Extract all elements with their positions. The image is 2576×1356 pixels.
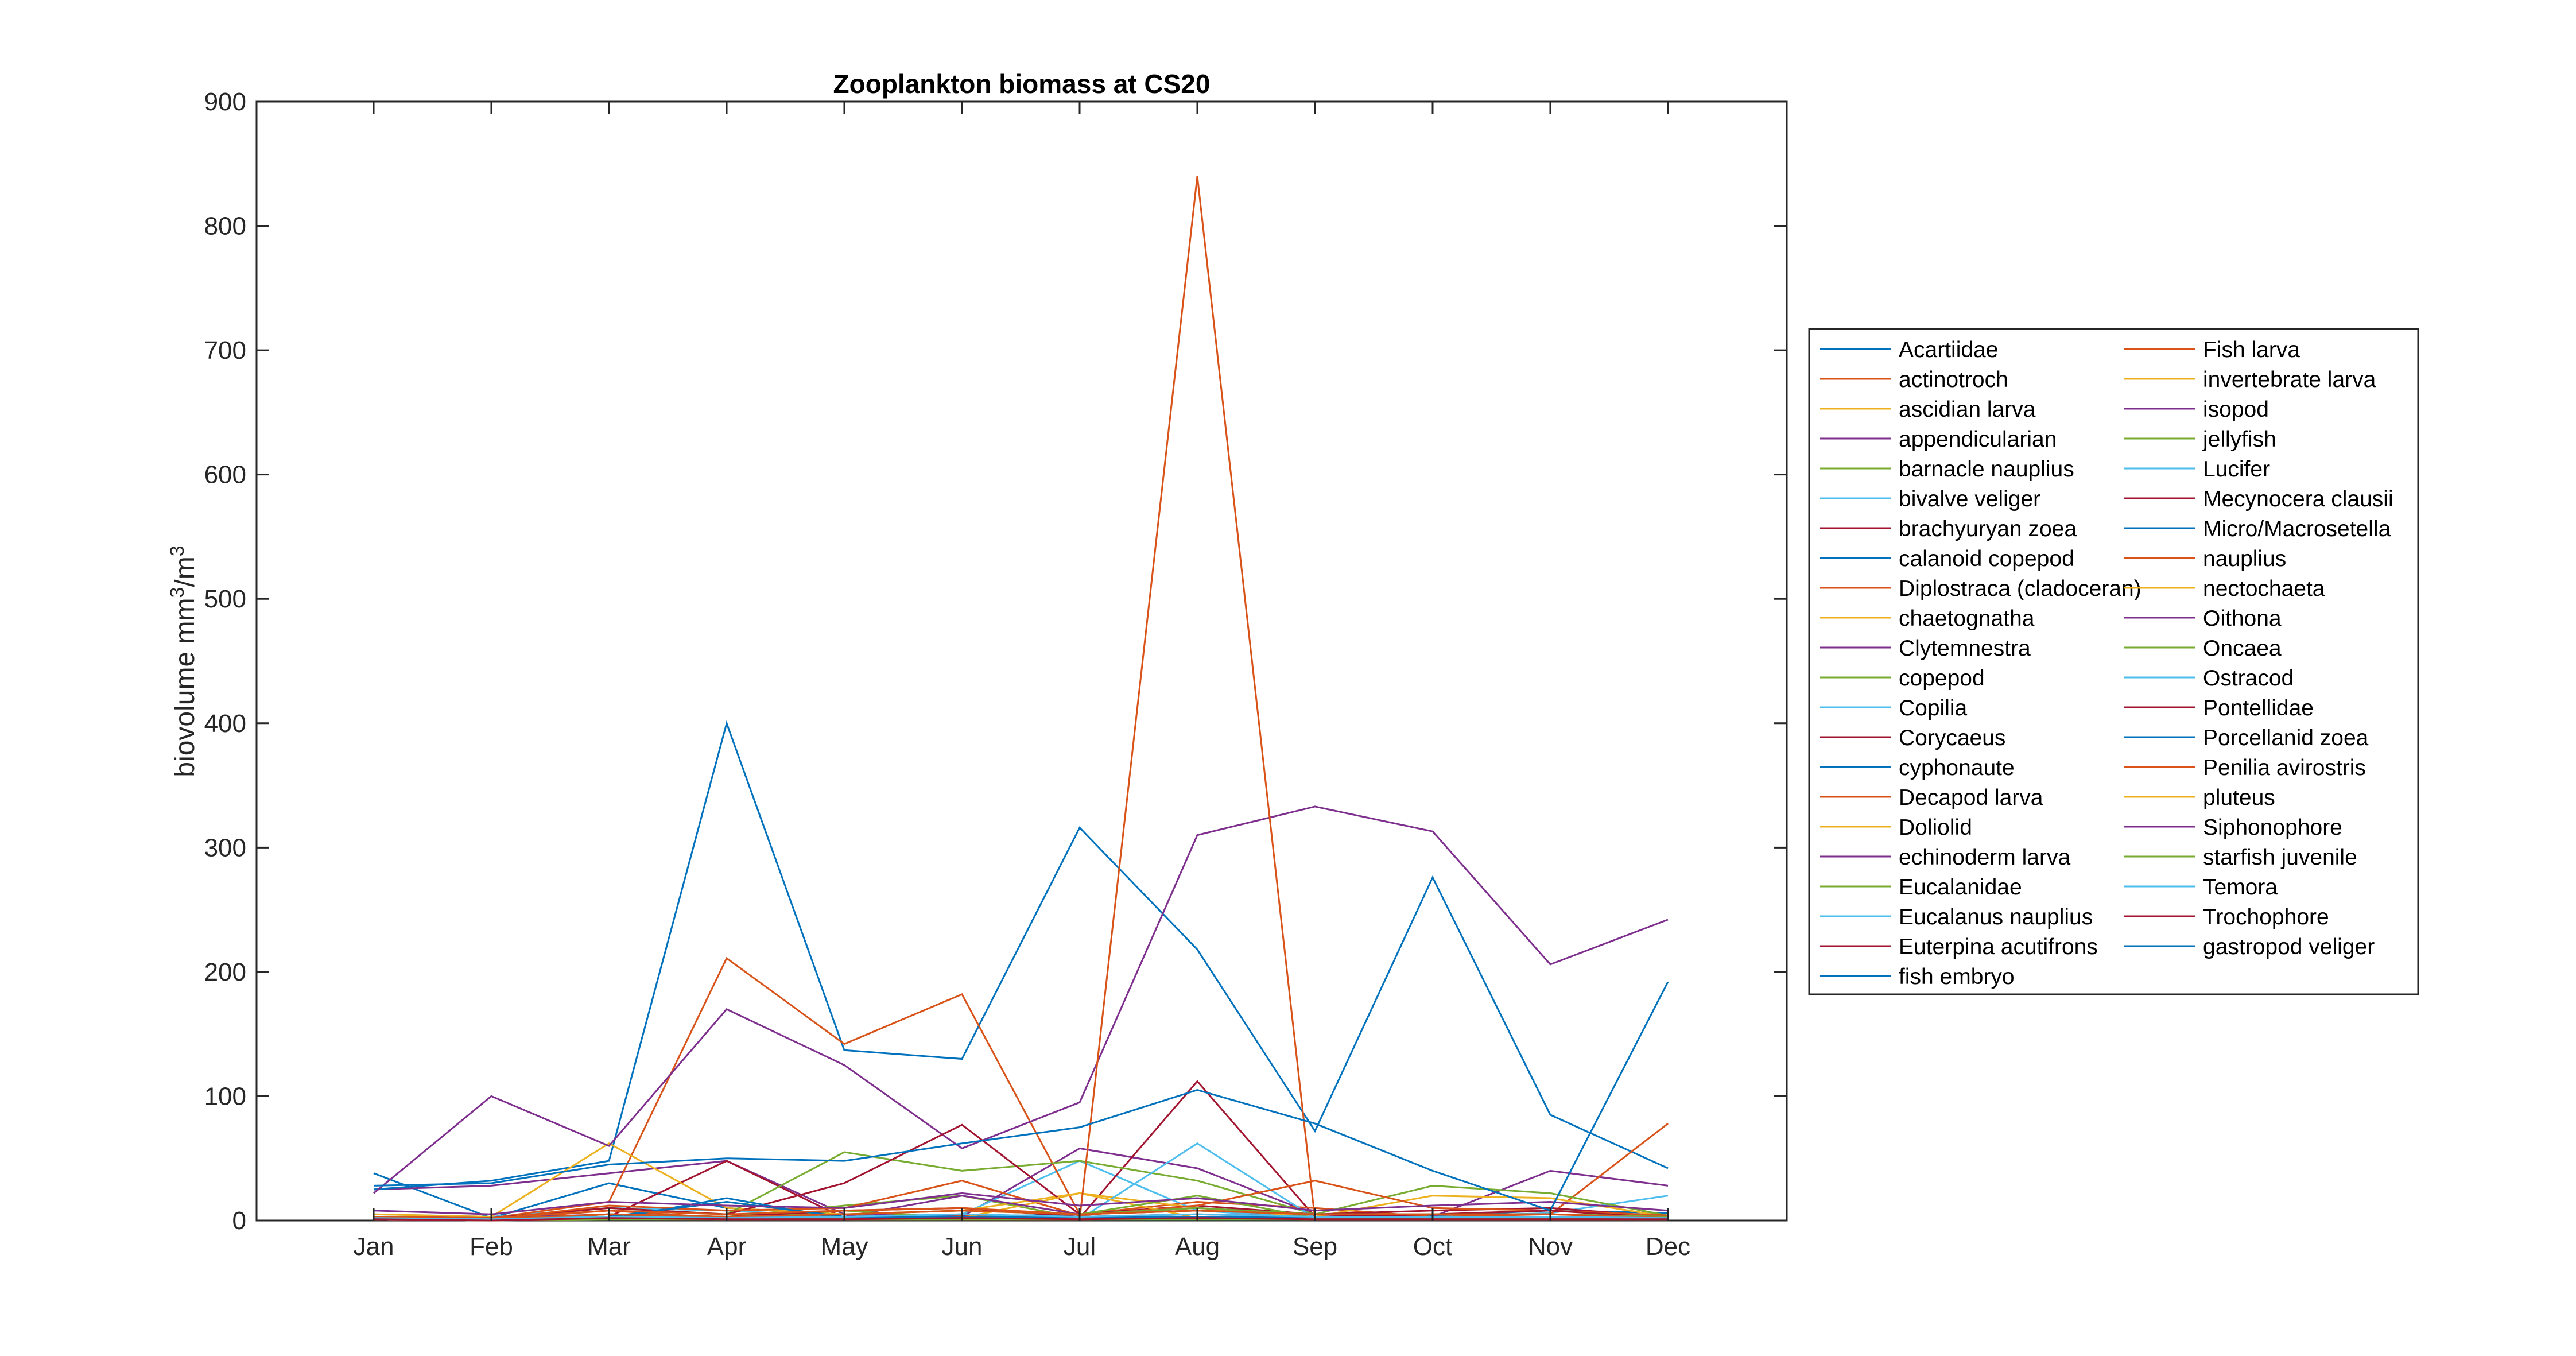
y-tick-label: 400	[204, 710, 246, 738]
legend-label: Trochophore	[2203, 905, 2329, 929]
legend-label: pluteus	[2203, 785, 2275, 810]
y-tick-label: 300	[204, 834, 246, 862]
legend-label: Decapod larva	[1899, 785, 2043, 810]
y-tick-label: 700	[204, 336, 246, 365]
y-tick-label: 600	[204, 461, 246, 489]
axis-ticks: Jan Feb Mar Apr May Jun Jul Aug Sep Oct Nov Dec 0 100…	[204, 88, 1787, 1261]
legend-label: Oithona	[2203, 606, 2282, 631]
legend-label: nectochaeta	[2203, 576, 2325, 601]
legend-label: echinoderm larva	[1899, 845, 2070, 870]
y-axis-label-superscript-2: 3	[166, 545, 188, 556]
legend-label: isopod	[2203, 397, 2269, 422]
legend-label: invertebrate larva	[2203, 367, 2376, 392]
x-tick-label: Sep	[1293, 1233, 1337, 1261]
x-tick-label: Jul	[1064, 1233, 1096, 1261]
chart-title: Zooplankton biomass at CS20	[833, 69, 1211, 99]
x-tick-label: Jan	[354, 1233, 394, 1261]
legend-label: ascidian larva	[1899, 397, 2036, 422]
legend-label: copepod	[1899, 666, 1985, 691]
legend-label: Fish larva	[2203, 338, 2300, 362]
x-tick-label: Feb	[470, 1233, 513, 1261]
legend-label: Copilia	[1899, 696, 1968, 720]
legend-items: Acartiidae actinotroch ascidian larva appen…	[1820, 338, 2393, 989]
legend-label: starfish juvenile	[2203, 845, 2357, 870]
legend-label: Temora	[2203, 875, 2278, 900]
series-line	[373, 1192, 1669, 1215]
x-tick-label: Aug	[1175, 1233, 1220, 1261]
legend-label: Eucalanidae	[1899, 875, 2022, 900]
legend-label: Penilia avirostris	[2203, 756, 2366, 780]
x-tick-label: May	[820, 1233, 868, 1261]
legend-label: appendicularian	[1899, 427, 2057, 452]
y-tick-label: 100	[204, 1082, 246, 1110]
series-line	[373, 720, 1669, 1191]
x-tick-label: Oct	[1413, 1233, 1452, 1261]
y-tick-label: 0	[232, 1207, 246, 1235]
series-line	[373, 981, 1669, 1212]
series-line	[373, 1180, 1669, 1221]
legend-label: Pontellidae	[2203, 696, 2314, 720]
legend-label: gastropod veliger	[2203, 935, 2375, 959]
legend-label: actinotroch	[1899, 367, 2008, 392]
x-tick-label: Apr	[707, 1233, 746, 1261]
y-tick-label: 200	[204, 958, 246, 986]
plot-area	[255, 100, 1788, 1222]
y-tick-label: 800	[204, 212, 246, 241]
legend-label: calanoid copepod	[1899, 547, 2074, 571]
legend-box	[1808, 328, 2419, 995]
series-lines	[373, 176, 1669, 1222]
legend-label: Micro/Macrosetella	[2203, 517, 2391, 541]
legend-label: bivalve veliger	[1899, 487, 2040, 512]
y-axis-label-superscript-1: 3	[166, 587, 188, 598]
x-tick-label: Dec	[1646, 1233, 1690, 1261]
legend-label: Porcellanid zoea	[2203, 726, 2369, 750]
legend-label: Acartiidae	[1899, 338, 1998, 362]
series-line	[373, 1217, 1668, 1222]
y-axis-label-main: biovolume mm	[170, 598, 200, 777]
series-line	[373, 1210, 1669, 1221]
legend-label: cyphonaute	[1899, 756, 2015, 780]
legend-label: brachyuryan zoea	[1899, 517, 2077, 541]
legend-label: Ostracod	[2203, 666, 2294, 691]
legend-label: Eucalanus nauplius	[1899, 905, 2093, 929]
legend-label: barnacle nauplius	[1899, 457, 2074, 482]
series-line	[373, 1213, 1669, 1221]
legend-label: chaetognatha	[1899, 606, 2035, 631]
legend-label: Siphonophore	[2203, 815, 2342, 840]
series-line	[373, 1142, 1669, 1218]
legend-label: Clytemnestra	[1899, 636, 2031, 661]
y-axis-label: biovolume mm3/m3	[166, 545, 200, 777]
legend-label: Euterpina acutifrons	[1899, 935, 2098, 959]
y-tick-label: 500	[204, 585, 246, 613]
x-tick-label: Mar	[587, 1233, 631, 1261]
legend-label: Lucifer	[2203, 457, 2270, 482]
y-axis-label-per: /m	[170, 556, 200, 587]
legend-label: Mecynocera clausii	[2203, 487, 2393, 512]
series-line	[373, 805, 1669, 1194]
x-tick-label: Nov	[1528, 1233, 1573, 1261]
legend-label: Oncaea	[2203, 636, 2282, 661]
legend: Acartiidae actinotroch ascidian larva appen…	[1808, 328, 2419, 995]
y-tick-label: 900	[204, 88, 246, 116]
legend-label: Diplostraca (cladoceran)	[1899, 576, 2142, 601]
legend-label: Corycaeus	[1899, 726, 2005, 750]
legend-label: Doliolid	[1899, 815, 1972, 840]
legend-label: jellyfish	[2202, 427, 2276, 452]
legend-label: fish embryo	[1899, 964, 2015, 989]
series-line	[373, 1123, 1669, 1219]
x-tick-label: Jun	[942, 1233, 983, 1261]
legend-label: nauplius	[2203, 547, 2286, 571]
